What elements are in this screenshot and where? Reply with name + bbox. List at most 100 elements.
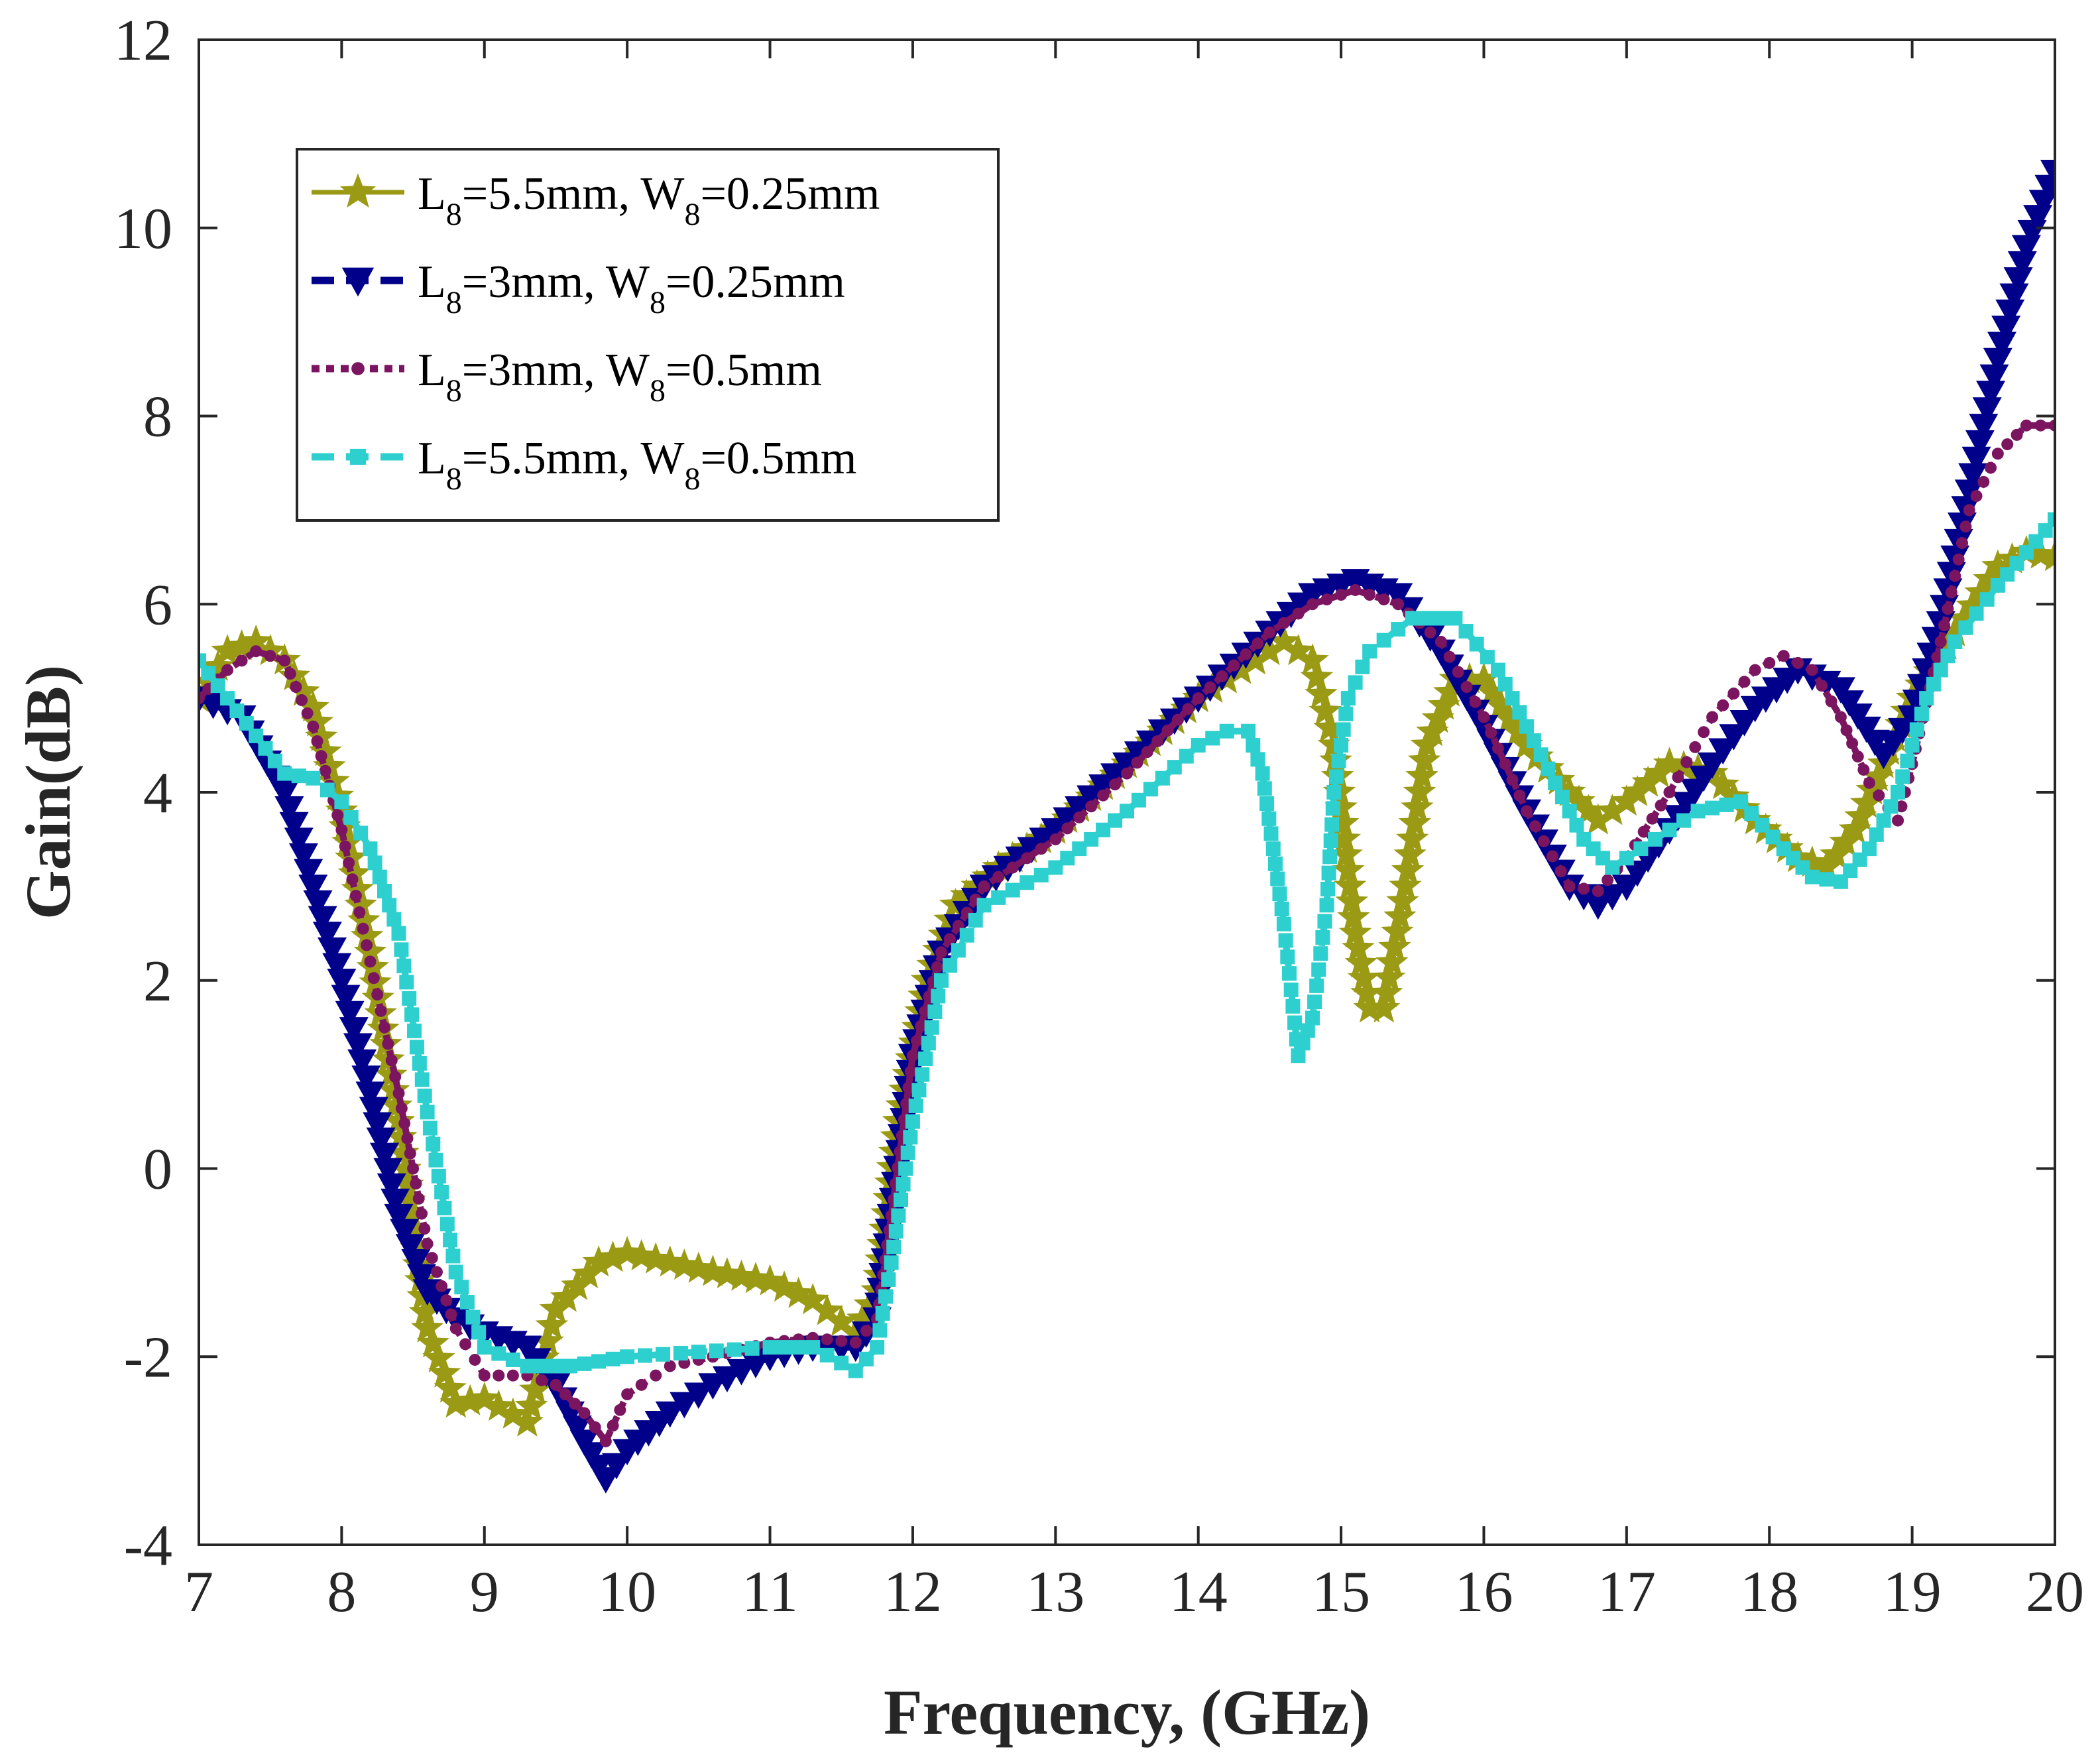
data-point	[1336, 722, 1351, 737]
data-point	[284, 668, 296, 680]
data-point	[422, 1120, 438, 1136]
data-point	[1325, 801, 1340, 816]
data-point	[1161, 724, 1174, 737]
y-tick-label: 2	[143, 949, 172, 1014]
data-point	[393, 1183, 426, 1215]
data-point	[493, 1369, 505, 1382]
data-point	[291, 768, 306, 784]
data-point	[650, 1369, 662, 1382]
data-point	[1427, 688, 1460, 720]
data-point	[1554, 790, 1570, 805]
data-point	[1342, 931, 1375, 963]
data-point	[853, 1288, 886, 1319]
data-point	[1300, 660, 1334, 692]
data-point	[199, 692, 205, 705]
data-point	[1419, 611, 1434, 626]
data-point	[782, 1276, 815, 1308]
data-point	[1926, 676, 1941, 692]
data-point	[1401, 790, 1434, 822]
data-point	[1733, 794, 1749, 810]
data-point	[404, 1147, 416, 1160]
data-point	[277, 766, 292, 781]
data-point	[1810, 850, 1843, 882]
data-point	[1833, 874, 1848, 889]
data-point	[514, 1389, 548, 1421]
data-point	[274, 796, 304, 823]
data-point	[1331, 753, 1346, 768]
data-point	[210, 678, 225, 694]
data-point	[1977, 475, 1990, 488]
data-point	[1460, 681, 1473, 694]
data-point	[1469, 695, 1482, 708]
data-point	[1335, 884, 1368, 916]
data-point	[443, 1233, 458, 1248]
data-point	[287, 674, 320, 706]
data-point	[1373, 961, 1406, 993]
data-point	[1292, 607, 1305, 620]
data-point	[505, 1352, 520, 1367]
data-point	[1958, 463, 1988, 490]
data-point	[1120, 804, 1134, 819]
data-point	[395, 1199, 429, 1231]
legend-marker	[349, 448, 367, 465]
data-point	[1705, 800, 1720, 816]
data-point	[339, 840, 351, 853]
data-point	[1261, 811, 1277, 826]
data-point	[1219, 723, 1234, 739]
data-point	[535, 1374, 548, 1386]
data-point	[1381, 915, 1414, 947]
data-point	[2009, 556, 2024, 571]
data-point	[1313, 711, 1346, 743]
data-point	[367, 855, 382, 871]
data-point	[1663, 786, 1676, 798]
y-tick-label: 6	[143, 573, 172, 637]
data-point	[350, 919, 384, 951]
data-point	[896, 1177, 911, 1192]
data-point	[1348, 675, 1363, 690]
data-point	[2028, 534, 2044, 549]
data-point	[535, 1308, 568, 1340]
data-point	[322, 953, 352, 980]
data-point	[422, 1341, 455, 1373]
data-point	[904, 1065, 917, 1078]
data-point	[1287, 1015, 1303, 1030]
data-point	[301, 707, 314, 719]
data-point	[571, 1257, 605, 1289]
data-point	[934, 973, 949, 988]
data-point	[931, 989, 946, 1004]
data-point	[288, 843, 318, 870]
data-point	[1443, 650, 1456, 663]
data-point	[1497, 676, 1513, 692]
data-point	[1295, 1036, 1311, 1051]
data-point	[1931, 651, 1944, 664]
data-point	[903, 1130, 918, 1145]
data-point	[1484, 688, 1517, 720]
data-point	[1698, 726, 1710, 739]
data-point	[1322, 849, 1338, 865]
data-point	[270, 780, 300, 807]
data-point	[402, 991, 417, 1006]
data-point	[1900, 753, 1915, 768]
data-point	[1204, 681, 1216, 694]
data-point	[1582, 803, 1615, 835]
data-point	[459, 1294, 475, 1309]
data-point	[2038, 540, 2055, 572]
data-point	[992, 871, 1005, 883]
data-point	[591, 1354, 607, 1369]
data-point	[825, 1305, 858, 1337]
data-point	[1131, 792, 1146, 808]
data-point	[1246, 738, 1261, 753]
data-point	[346, 873, 359, 886]
data-point	[1563, 880, 1576, 892]
data-point	[439, 1217, 455, 1232]
data-point	[1240, 648, 1252, 660]
data-point	[1861, 760, 1895, 792]
data-point	[1642, 756, 1675, 788]
data-point	[1846, 737, 1859, 750]
data-point	[343, 810, 359, 825]
data-point	[1121, 767, 1133, 780]
x-tick-label: 19	[1883, 1560, 1942, 1624]
data-point	[1655, 799, 1667, 812]
data-point	[434, 1184, 449, 1199]
data-point	[382, 1104, 416, 1136]
